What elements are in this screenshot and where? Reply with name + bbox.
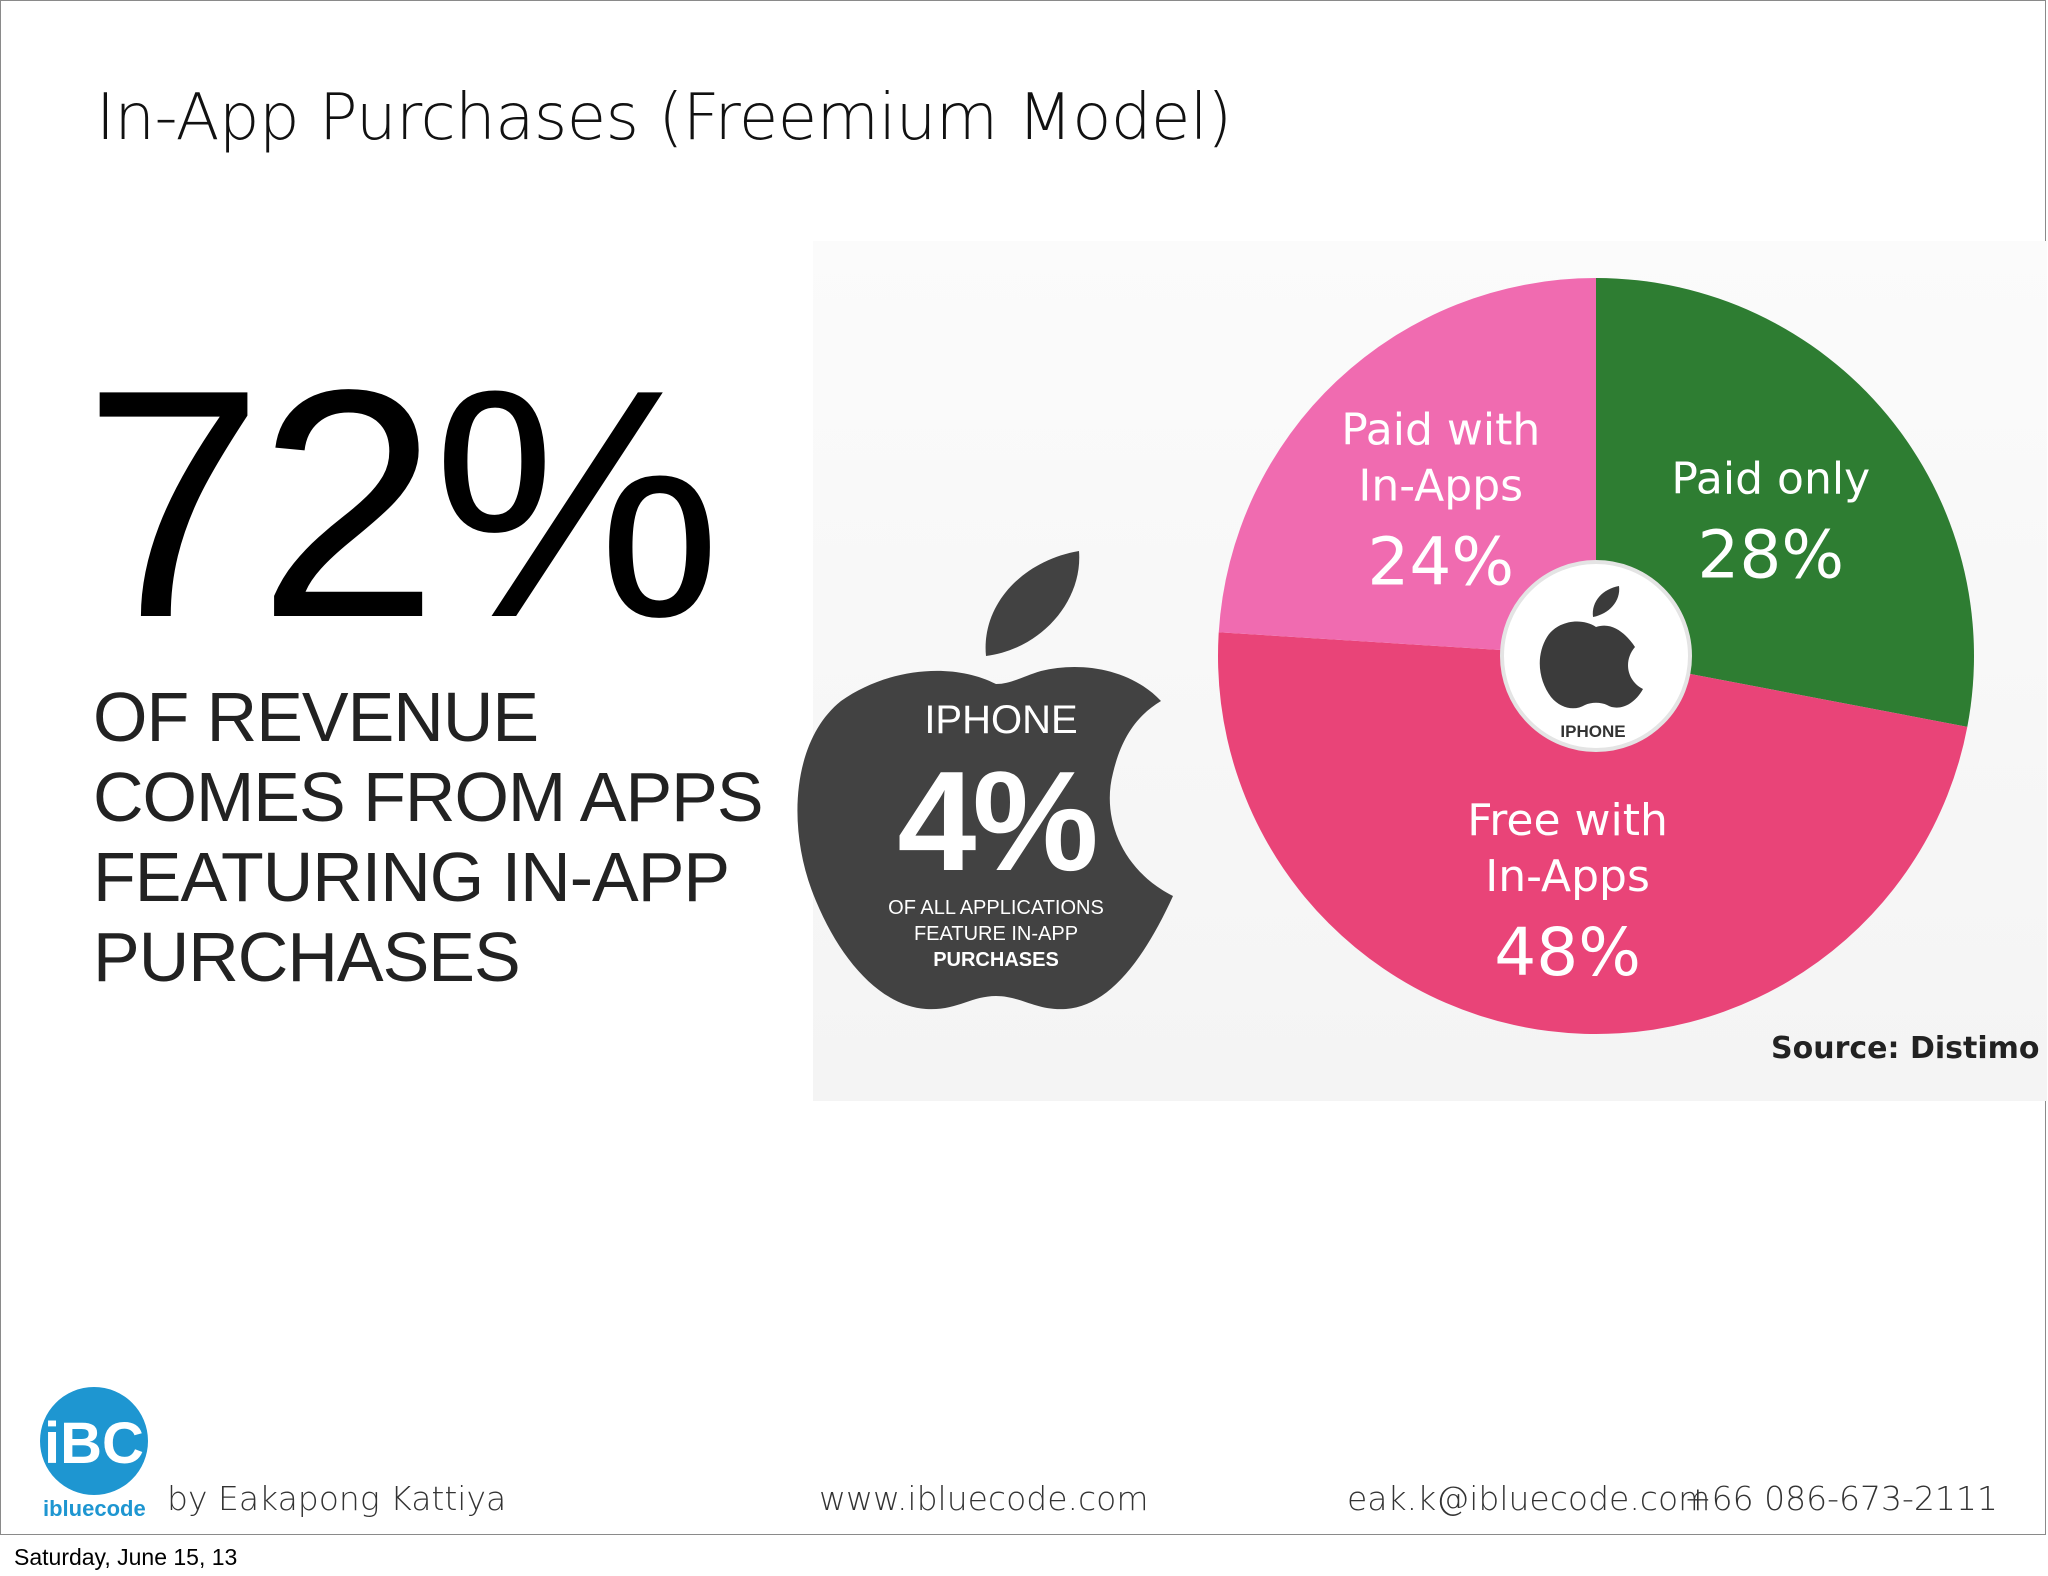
date-stamp: Saturday, June 15, 13: [14, 1544, 238, 1570]
footer-website: www.ibluecode.com: [819, 1479, 1149, 1518]
pie-center-label: IPHONE: [1560, 722, 1625, 741]
headline-stat-value: 72%: [83, 322, 721, 685]
pie-slice-label: In-Apps: [1485, 851, 1650, 902]
pie-slice: [1217, 632, 1968, 1034]
pie-slice: [1218, 278, 1596, 656]
headline-stat-caption: OF REVENUE COMES FROM APPS FEATURING IN-…: [93, 678, 764, 996]
apple-logo-icon: [797, 551, 1173, 1010]
slide: In-App Purchases (Freemium Model) 72% OF…: [0, 0, 2047, 1535]
apple-badge-leaf: [985, 551, 1080, 656]
apple-badge-body: [797, 666, 1173, 1010]
chart-source: Source: Distimo: [1771, 1031, 2040, 1066]
pie-slice-label: In-Apps: [1358, 461, 1523, 512]
pie-slice-value: 28%: [1697, 516, 1844, 593]
ibluecode-logo-icon: iBC: [40, 1387, 148, 1495]
apple-badge-description-line3: PURCHASES: [933, 949, 1059, 971]
apple-badge-value: 4%: [897, 742, 1098, 901]
pie-slice-label: Paid only: [1671, 453, 1870, 504]
apple-badge-device: IPHONE: [924, 698, 1078, 742]
pie-slice-label: Paid with: [1341, 405, 1540, 456]
logo-mark-text: iBC: [44, 1411, 144, 1476]
pie-slice: [1596, 278, 1974, 727]
footer-phone: +66 086-673-2111: [1684, 1479, 1998, 1518]
footer-author: by Eakapong Kattiya: [167, 1479, 507, 1518]
pie-slice-label: Free with: [1467, 795, 1668, 846]
pie-slice-value: 24%: [1367, 524, 1514, 601]
apple-badge-description-line2: FEATURE IN-APP: [913, 923, 1079, 945]
pie-chart: [1217, 278, 1974, 1034]
apple-badge-description-line1: OF ALL APPLICATIONS: [888, 897, 1104, 919]
footer-email: eak.k@ibluecode.com: [1347, 1479, 1711, 1518]
pie-center-apple-icon: [1539, 586, 1643, 709]
logo-text: ibluecode: [43, 1496, 146, 1521]
slide-title: In-App Purchases (Freemium Model): [96, 81, 1232, 155]
pie-slice-value: 48%: [1494, 914, 1641, 991]
